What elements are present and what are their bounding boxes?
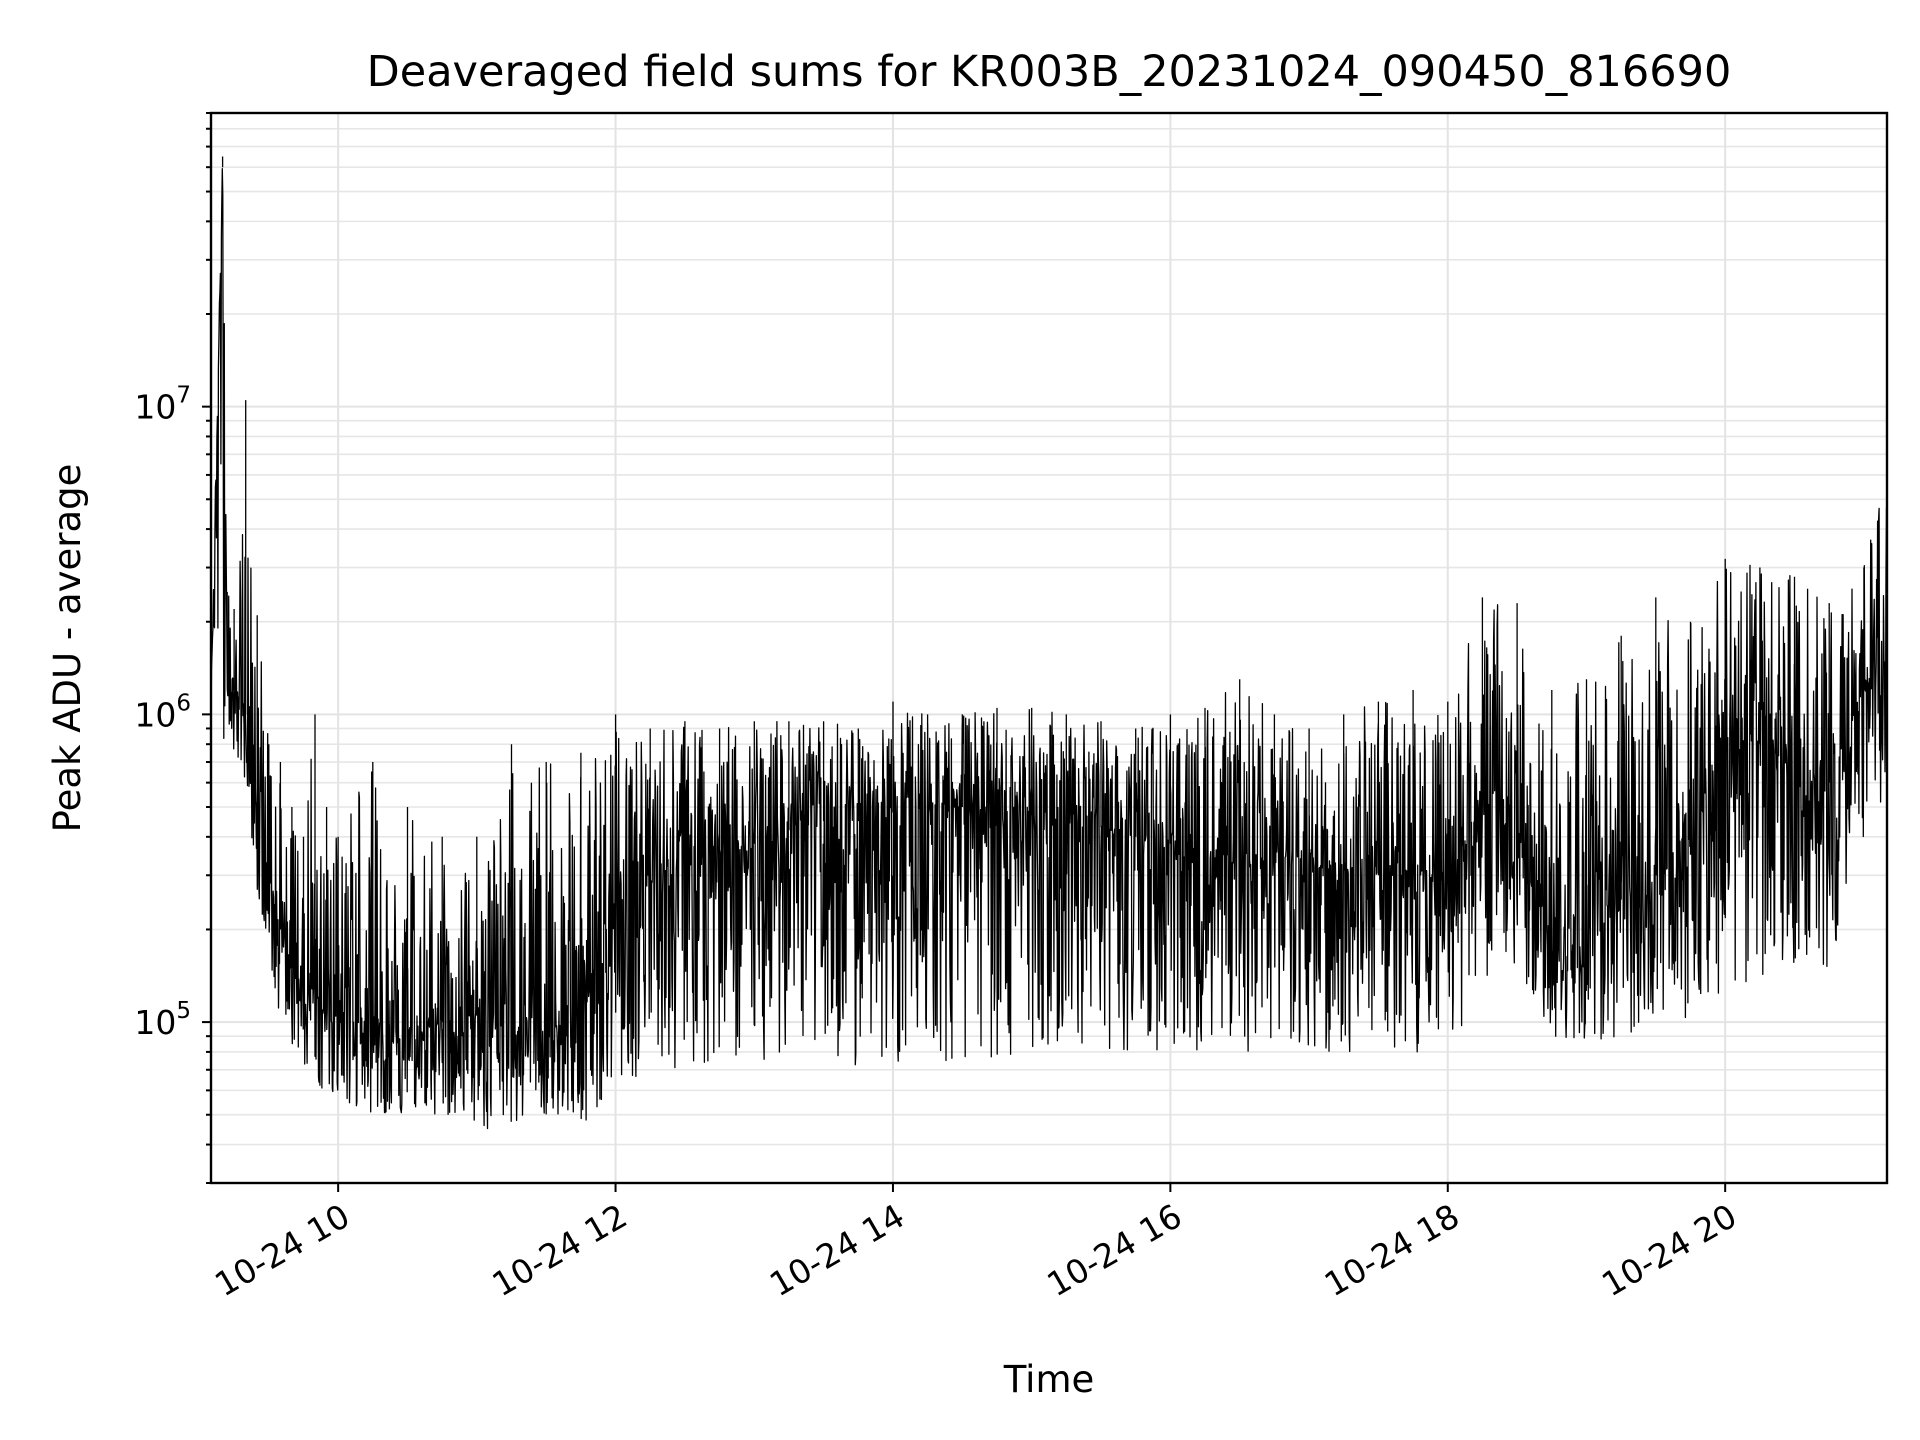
x-tick-label: 10-24 20 [1595, 1196, 1743, 1304]
x-axis-label: Time [1003, 1358, 1095, 1401]
x-tick-label: 10-24 12 [486, 1196, 634, 1304]
series-layer [210, 156, 1888, 1130]
y-axis-label: Peak ADU - average [46, 464, 89, 833]
y-tick-label: 107 [134, 383, 191, 427]
plot-frame [209, 111, 1889, 1185]
chart-title: Deaveraged field sums for KR003B_2023102… [367, 47, 1732, 97]
x-tick-label: 10-24 16 [1040, 1196, 1188, 1304]
y-tick-label: 106 [134, 690, 191, 734]
x-tick-label: 10-24 18 [1318, 1196, 1466, 1304]
series-line [210, 156, 1888, 1130]
x-tick-label: 10-24 10 [208, 1196, 356, 1304]
x-tick-label: 10-24 14 [763, 1196, 911, 1304]
y-tick-label: 105 [134, 998, 191, 1042]
